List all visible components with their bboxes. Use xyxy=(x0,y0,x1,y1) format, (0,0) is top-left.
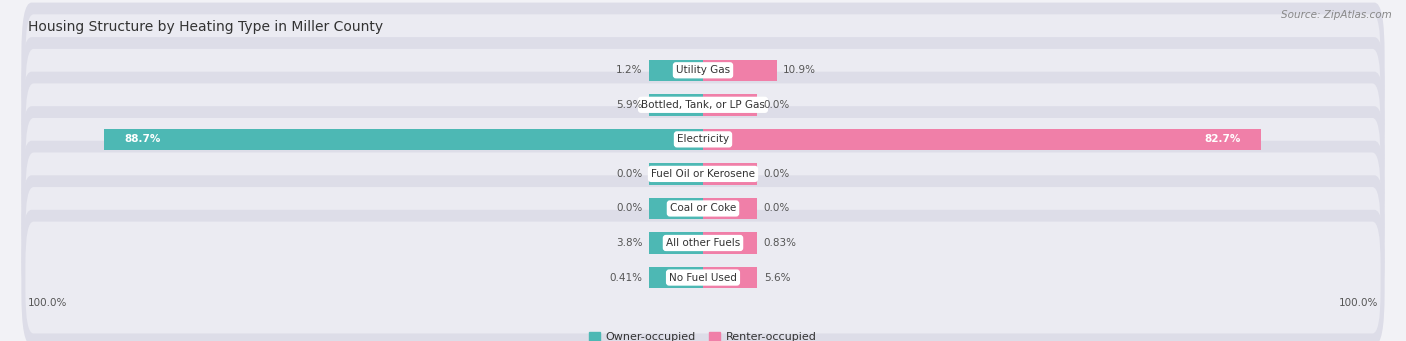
FancyBboxPatch shape xyxy=(21,72,1385,207)
Text: 88.7%: 88.7% xyxy=(125,134,162,144)
FancyBboxPatch shape xyxy=(25,49,1381,161)
Bar xyxy=(703,60,776,81)
FancyBboxPatch shape xyxy=(25,187,1381,299)
Text: 82.7%: 82.7% xyxy=(1205,134,1241,144)
Text: Coal or Coke: Coal or Coke xyxy=(669,204,737,213)
Text: 100.0%: 100.0% xyxy=(28,298,67,309)
Text: 5.6%: 5.6% xyxy=(763,272,790,283)
Bar xyxy=(650,198,703,219)
Bar xyxy=(703,94,756,116)
Text: Bottled, Tank, or LP Gas: Bottled, Tank, or LP Gas xyxy=(641,100,765,110)
Text: 10.9%: 10.9% xyxy=(783,65,817,75)
Text: 100.0%: 100.0% xyxy=(1339,298,1378,309)
FancyBboxPatch shape xyxy=(25,152,1381,264)
Text: Fuel Oil or Kerosene: Fuel Oil or Kerosene xyxy=(651,169,755,179)
FancyBboxPatch shape xyxy=(21,37,1385,173)
FancyBboxPatch shape xyxy=(25,118,1381,230)
Bar xyxy=(650,163,703,184)
FancyBboxPatch shape xyxy=(21,141,1385,276)
FancyBboxPatch shape xyxy=(21,3,1385,138)
Text: 0.0%: 0.0% xyxy=(763,169,790,179)
Text: No Fuel Used: No Fuel Used xyxy=(669,272,737,283)
FancyBboxPatch shape xyxy=(25,14,1381,126)
FancyBboxPatch shape xyxy=(25,222,1381,333)
Bar xyxy=(703,129,1261,150)
Bar xyxy=(650,267,703,288)
FancyBboxPatch shape xyxy=(25,84,1381,195)
Text: 0.0%: 0.0% xyxy=(616,204,643,213)
Text: 0.0%: 0.0% xyxy=(616,169,643,179)
Text: All other Fuels: All other Fuels xyxy=(666,238,740,248)
Text: 0.41%: 0.41% xyxy=(609,272,643,283)
Text: Housing Structure by Heating Type in Miller County: Housing Structure by Heating Type in Mil… xyxy=(28,20,384,34)
Bar xyxy=(703,267,756,288)
Text: Utility Gas: Utility Gas xyxy=(676,65,730,75)
Bar xyxy=(703,163,756,184)
FancyBboxPatch shape xyxy=(21,210,1385,341)
Legend: Owner-occupied, Renter-occupied: Owner-occupied, Renter-occupied xyxy=(585,328,821,341)
Text: 0.0%: 0.0% xyxy=(763,100,790,110)
Bar xyxy=(703,232,756,254)
Bar xyxy=(650,94,703,116)
Text: Electricity: Electricity xyxy=(676,134,730,144)
Bar xyxy=(104,129,703,150)
Bar xyxy=(703,198,756,219)
Text: 0.83%: 0.83% xyxy=(763,238,797,248)
Bar xyxy=(650,232,703,254)
Text: 0.0%: 0.0% xyxy=(763,204,790,213)
Text: 1.2%: 1.2% xyxy=(616,65,643,75)
Text: 5.9%: 5.9% xyxy=(616,100,643,110)
FancyBboxPatch shape xyxy=(21,106,1385,242)
Bar xyxy=(650,60,703,81)
FancyBboxPatch shape xyxy=(21,175,1385,311)
Text: 3.8%: 3.8% xyxy=(616,238,643,248)
Text: Source: ZipAtlas.com: Source: ZipAtlas.com xyxy=(1281,10,1392,20)
